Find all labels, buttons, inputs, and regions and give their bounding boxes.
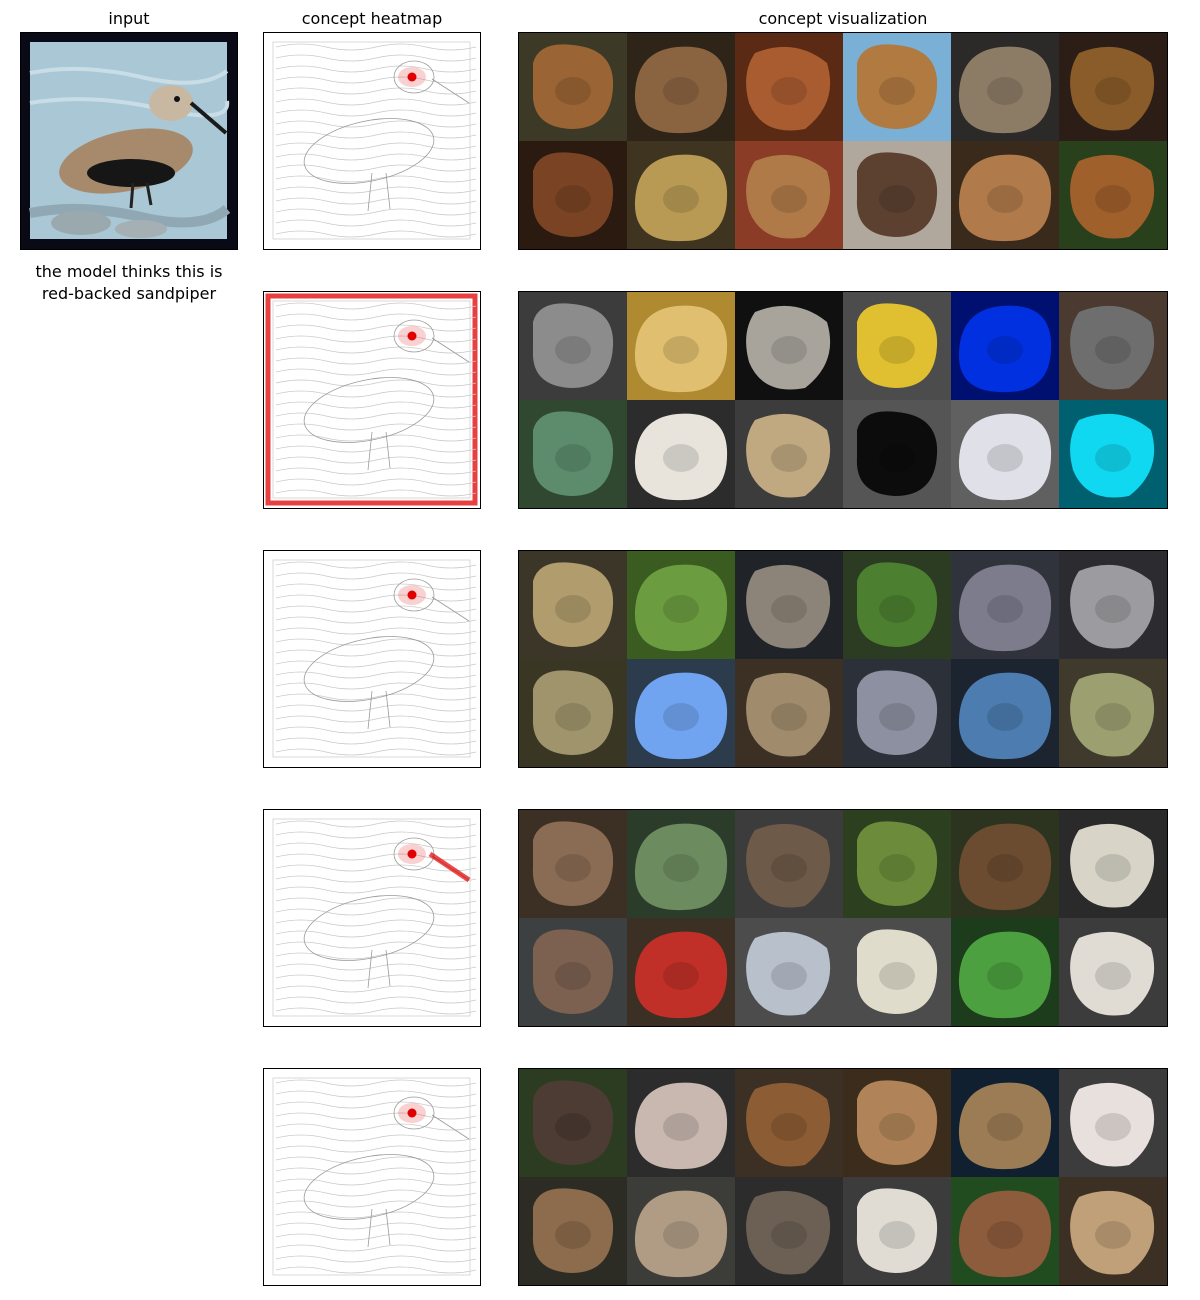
concept-example-tile xyxy=(627,810,735,918)
concept-example-tile xyxy=(735,400,843,508)
concept-example-tile xyxy=(843,551,951,659)
concept-example-tile xyxy=(627,1177,735,1285)
concept-example-tile xyxy=(519,659,627,767)
concept-example-tile xyxy=(951,1177,1059,1285)
concept-example-tile xyxy=(1059,551,1167,659)
concept-visualization-grid xyxy=(518,291,1168,509)
heat-eye-spot xyxy=(407,1108,417,1118)
concept-heatmap xyxy=(263,550,481,768)
concept-example-tile xyxy=(843,659,951,767)
concept-example-tile xyxy=(519,810,627,918)
concept-example-tile xyxy=(843,141,951,249)
concept-example-tile xyxy=(951,400,1059,508)
heatmap-image xyxy=(264,292,479,507)
concept-example-tile xyxy=(519,400,627,508)
concept-example-tile xyxy=(843,33,951,141)
concept-example-tile xyxy=(735,33,843,141)
concept-example-tile xyxy=(627,551,735,659)
concept-visualization-grid xyxy=(518,550,1168,768)
concept-example-tile xyxy=(1059,141,1167,249)
concept-example-tile xyxy=(951,810,1059,918)
concept-example-tile xyxy=(627,659,735,767)
concept-example-tile xyxy=(843,400,951,508)
concept-example-tile xyxy=(951,551,1059,659)
prediction-caption: the model thinks this is red-backed sand… xyxy=(35,262,223,303)
concept-example-tile xyxy=(843,918,951,1026)
concept-example-tile xyxy=(519,1069,627,1177)
concept-example-tile xyxy=(735,551,843,659)
heatmap-image xyxy=(264,551,479,766)
input-image xyxy=(20,32,238,250)
concept-example-tile xyxy=(735,918,843,1026)
concept-example-tile xyxy=(951,33,1059,141)
concept-example-tile xyxy=(951,918,1059,1026)
concept-example-tile xyxy=(519,551,627,659)
concept-heatmap xyxy=(263,809,481,1027)
concept-example-tile xyxy=(1059,33,1167,141)
concept-heatmap xyxy=(263,291,481,509)
concept-heatmap xyxy=(263,1068,481,1286)
concept-example-tile xyxy=(843,810,951,918)
heatmap-image xyxy=(264,33,479,248)
concept-example-tile xyxy=(735,1069,843,1177)
concept-example-tile xyxy=(1059,918,1167,1026)
concept-example-tile xyxy=(735,659,843,767)
concept-example-tile xyxy=(1059,1069,1167,1177)
concept-example-tile xyxy=(1059,400,1167,508)
concept-example-tile xyxy=(627,141,735,249)
heatmap-image xyxy=(264,1069,479,1284)
heatmap-column-title: concept heatmap xyxy=(301,9,443,28)
concept-example-tile xyxy=(951,1069,1059,1177)
concept-example-tile xyxy=(1059,810,1167,918)
concept-example-tile xyxy=(519,918,627,1026)
concept-example-tile xyxy=(735,810,843,918)
concept-example-tile xyxy=(735,1177,843,1285)
input-column-title: input xyxy=(108,9,150,28)
concept-example-tile xyxy=(627,400,735,508)
heat-eye-spot xyxy=(407,331,417,341)
sandpiper-photo xyxy=(21,33,236,248)
heatmap-image xyxy=(264,810,479,1025)
heat-beak-region xyxy=(428,851,471,883)
concept-example-tile xyxy=(951,292,1059,400)
concept-example-tile xyxy=(627,33,735,141)
concept-example-tile xyxy=(735,292,843,400)
concept-example-tile xyxy=(627,292,735,400)
concept-example-tile xyxy=(1059,292,1167,400)
concept-example-tile xyxy=(519,292,627,400)
concept-example-tile xyxy=(843,292,951,400)
concept-visualization-grid xyxy=(518,1068,1168,1286)
concept-example-tile xyxy=(519,141,627,249)
concept-example-tile xyxy=(951,659,1059,767)
concept-example-tile xyxy=(1059,659,1167,767)
concept-example-tile xyxy=(519,1177,627,1285)
concept-example-tile xyxy=(843,1069,951,1177)
concept-example-tile xyxy=(627,1069,735,1177)
heat-eye-spot xyxy=(407,849,417,859)
concept-example-tile xyxy=(951,141,1059,249)
concept-heatmap xyxy=(263,32,481,250)
concept-example-tile xyxy=(1059,1177,1167,1285)
concept-example-tile xyxy=(519,33,627,141)
heat-eye-spot xyxy=(407,590,417,600)
concept-visualization-grid xyxy=(518,32,1168,250)
concept-example-tile xyxy=(627,918,735,1026)
heat-eye-spot xyxy=(407,72,417,82)
heat-border-region xyxy=(265,293,478,506)
visualization-column-title: concept visualization xyxy=(758,9,928,28)
concept-example-tile xyxy=(735,141,843,249)
concept-example-tile xyxy=(843,1177,951,1285)
concept-visualization-grid xyxy=(518,809,1168,1027)
